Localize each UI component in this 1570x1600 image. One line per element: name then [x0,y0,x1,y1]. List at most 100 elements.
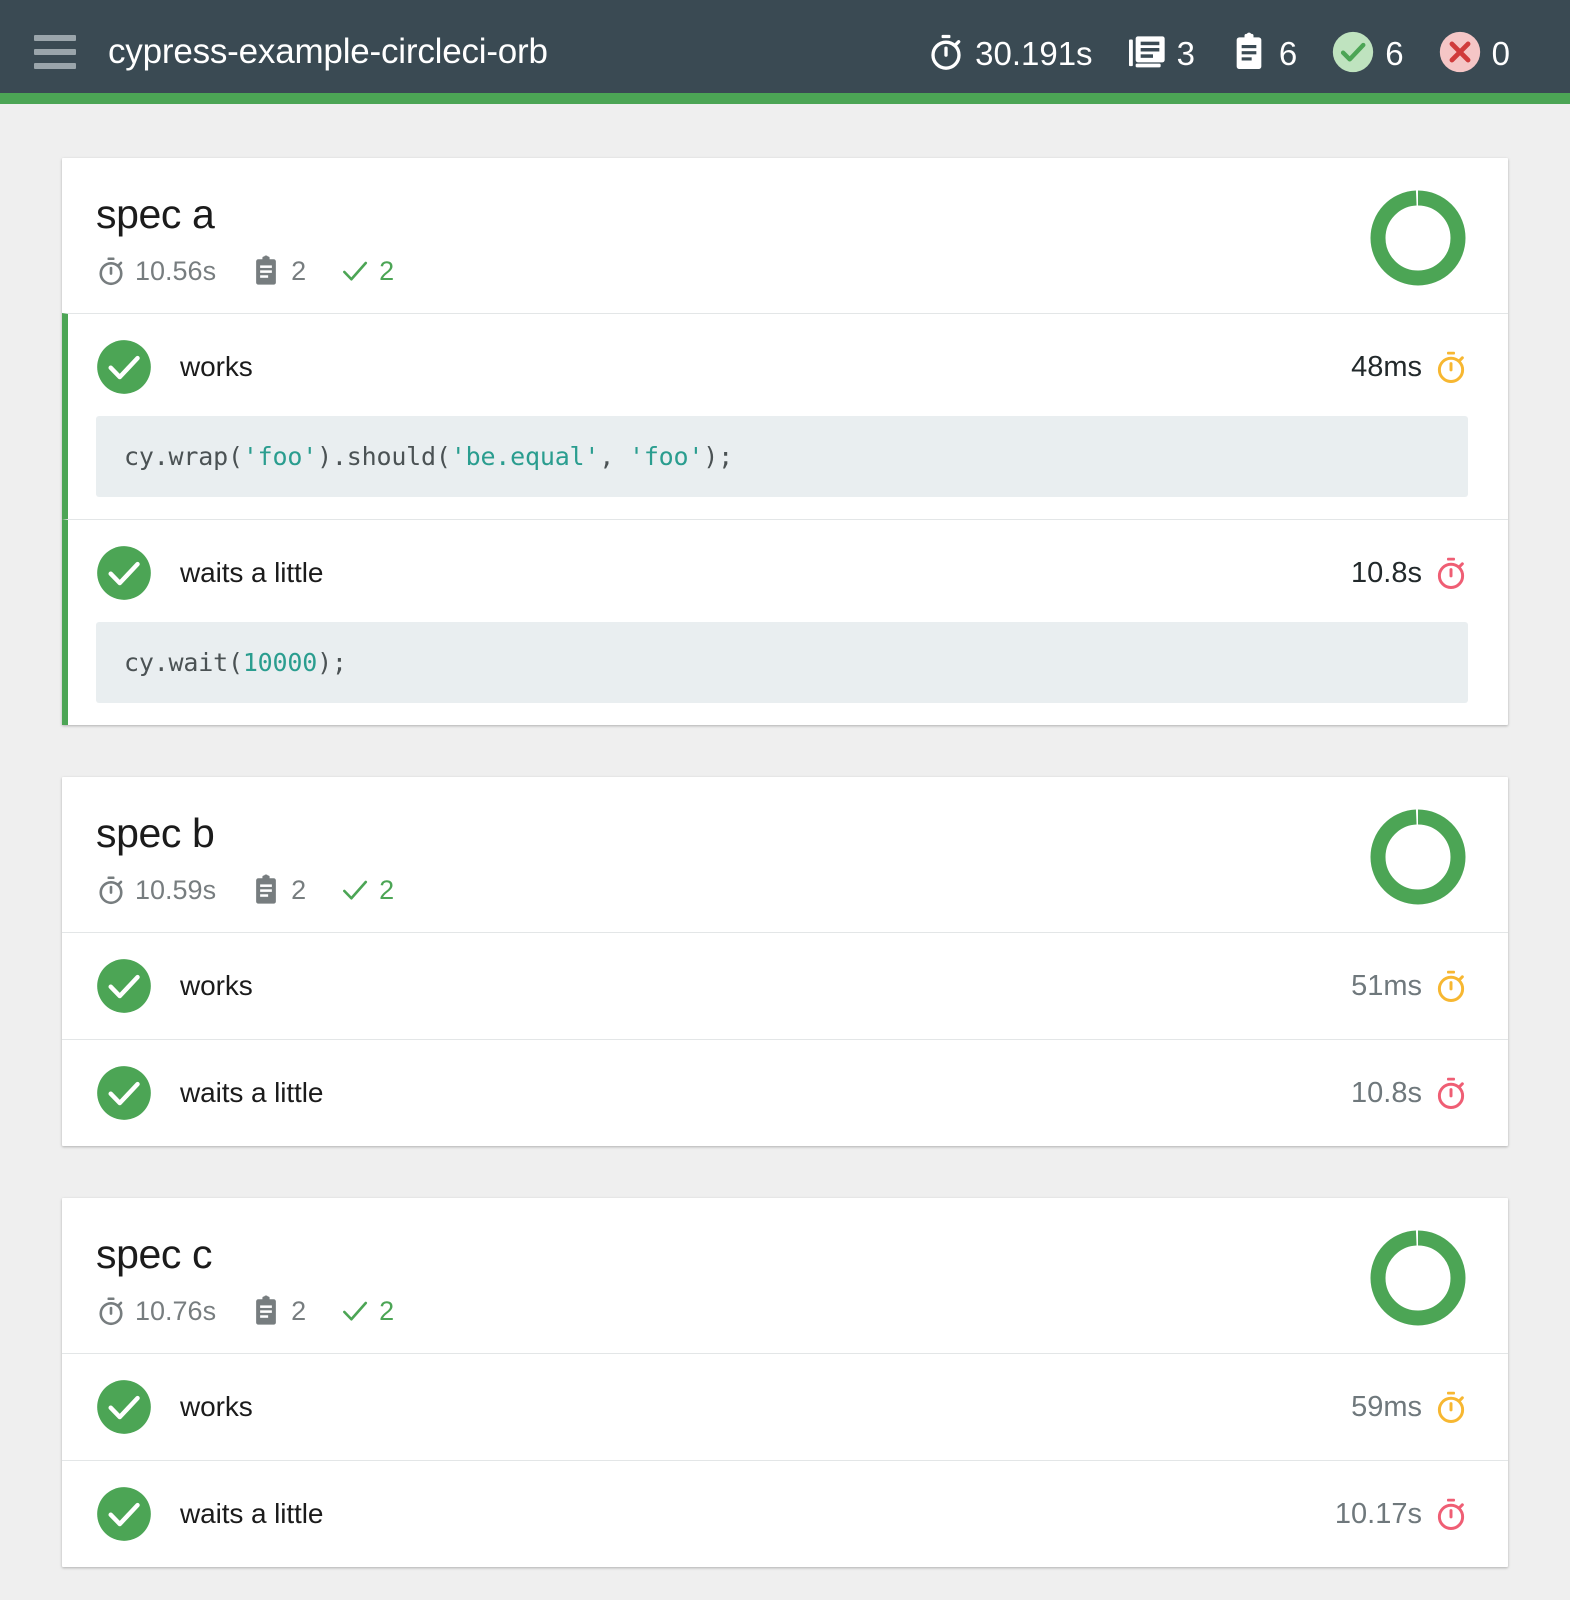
suites-count: 3 [1127,32,1195,72]
suite-card: spec c 10.76s 2 2 works 59ms waits a little 10.… [62,1198,1508,1568]
suite-tests-count: 2 [250,1295,306,1327]
test-item[interactable]: waits a little 10.17s [62,1460,1508,1567]
suite-duration-value: 10.76s [135,1295,217,1326]
tests-count: 6 [1229,32,1297,72]
test-pass-icon [96,1486,152,1542]
test-item[interactable]: waits a little 10.8s cy.wait(10000); [62,519,1508,726]
hamburger-bar [34,49,76,55]
test-pass-icon [96,1379,152,1435]
suite-meta: 10.76s 2 2 [96,1295,1468,1327]
suite-duration-value: 10.56s [135,255,217,286]
code-token-num: 10000 [242,648,318,678]
stopwatch-icon [1434,969,1468,1003]
hamburger-bar [34,35,76,41]
test-row[interactable]: waits a little 10.8s [96,1062,1468,1124]
suite-pass-donut-chart [1366,805,1470,909]
suite-card: spec b 10.59s 2 2 works 51ms waits a little 10.… [62,777,1508,1147]
suite-header[interactable]: spec c 10.76s 2 2 [62,1198,1508,1353]
suite-title: spec c [96,1231,213,1278]
suite-meta: 10.56s 2 2 [96,255,1468,287]
failures-count: 0 [1438,30,1510,74]
stopwatch-icon [96,256,126,286]
test-item[interactable]: waits a little 10.8s [62,1039,1508,1146]
test-duration: 10.8s [1351,1076,1468,1110]
suite-passes-count: 2 [340,875,394,906]
test-row[interactable]: works 48ms [96,336,1468,398]
pass-progress-bar [0,93,1570,104]
test-row[interactable]: works 59ms [96,1376,1468,1438]
test-pass-icon [96,1065,152,1121]
hamburger-icon[interactable] [34,35,76,69]
tests-icon [250,874,282,906]
test-duration: 48ms [1351,350,1468,384]
stopwatch-icon [1434,556,1468,590]
suite-duration: 10.76s [96,1296,216,1327]
test-row[interactable]: waits a little 10.17s [96,1483,1468,1545]
stopwatch-icon [96,1296,126,1326]
check-icon [1331,30,1375,74]
test-duration-value: 10.8s [1351,1076,1422,1109]
suites-icon [1127,32,1167,72]
test-name: waits a little [180,557,324,589]
suite-duration: 10.59s [96,875,216,906]
failures-count-value: 0 [1491,34,1510,72]
hamburger-bar [34,63,76,69]
suite-meta: 10.59s 2 2 [96,874,1468,906]
test-duration-value: 48ms [1351,350,1422,383]
suite-title: spec b [96,810,215,857]
navbar-stats: 30.191s 3 6 6 0 [927,30,1540,74]
test-duration: 59ms [1351,1390,1468,1424]
report-title: cypress-example-circleci-orb [108,32,548,71]
tests-count-value: 6 [1278,34,1298,72]
suite-pass-donut-chart [1366,186,1470,290]
test-duration: 10.8s [1351,556,1468,590]
test-duration: 10.17s [1335,1497,1468,1531]
suite-duration: 10.56s [96,256,216,287]
test-name: waits a little [180,1498,324,1530]
stopwatch-icon [1434,1497,1468,1531]
test-pass-icon [96,545,152,601]
suite-card: spec a 10.56s 2 2 works 48ms cy.wrap('foo').sh… [62,158,1508,726]
passes-count-value: 6 [1385,34,1404,72]
suite-tests-value: 2 [291,1295,307,1326]
suite-tests-value: 2 [291,874,307,905]
suite-passes-value: 2 [379,255,395,286]
suites-container: spec a 10.56s 2 2 works 48ms cy.wrap('foo').sh… [0,104,1570,1600]
suite-tests-count: 2 [250,255,306,287]
suite-passes-value: 2 [379,874,395,905]
check-icon [340,256,370,286]
test-item[interactable]: works 59ms [62,1353,1508,1460]
code-token-str: 'be.equal' [450,442,600,472]
suite-passes-count: 2 [340,1296,394,1327]
suites-count-value: 3 [1176,34,1195,72]
suite-title: spec a [96,191,215,237]
check-icon [340,1296,370,1326]
tests-icon [250,1295,282,1327]
test-pass-icon [96,958,152,1014]
suite-header[interactable]: spec b 10.59s 2 2 [62,777,1508,932]
test-item[interactable]: works 51ms [62,932,1508,1039]
suite-pass-donut-chart [1366,1226,1470,1330]
suite-tests-count: 2 [250,874,306,906]
test-item[interactable]: works 48ms cy.wrap('foo').should('be.equal… [62,313,1508,520]
test-duration-value: 59ms [1351,1390,1422,1423]
code-token-str: 'foo' [242,442,318,472]
suite-header[interactable]: spec a 10.56s 2 2 [62,158,1508,313]
test-name: works [180,351,253,383]
stopwatch-icon [927,33,965,71]
stopwatch-icon [1434,350,1468,384]
stopwatch-icon [1434,1390,1468,1424]
test-duration-value: 10.17s [1334,1497,1422,1530]
navbar: cypress-example-circleci-orb 30.191s 3 6 6 0 [0,0,1570,104]
test-pass-icon [96,339,152,395]
test-row[interactable]: works 51ms [96,955,1468,1017]
code-token-str: 'foo' [628,442,704,472]
passes-count: 6 [1331,30,1404,74]
tests-icon [1229,32,1269,72]
test-duration: 51ms [1351,969,1468,1003]
stopwatch-icon [1434,1076,1468,1110]
test-row[interactable]: waits a little 10.8s [96,542,1468,604]
test-duration-value: 51ms [1351,969,1422,1002]
test-code-block: cy.wait(10000); [96,622,1468,704]
test-duration-value: 10.8s [1351,556,1422,589]
